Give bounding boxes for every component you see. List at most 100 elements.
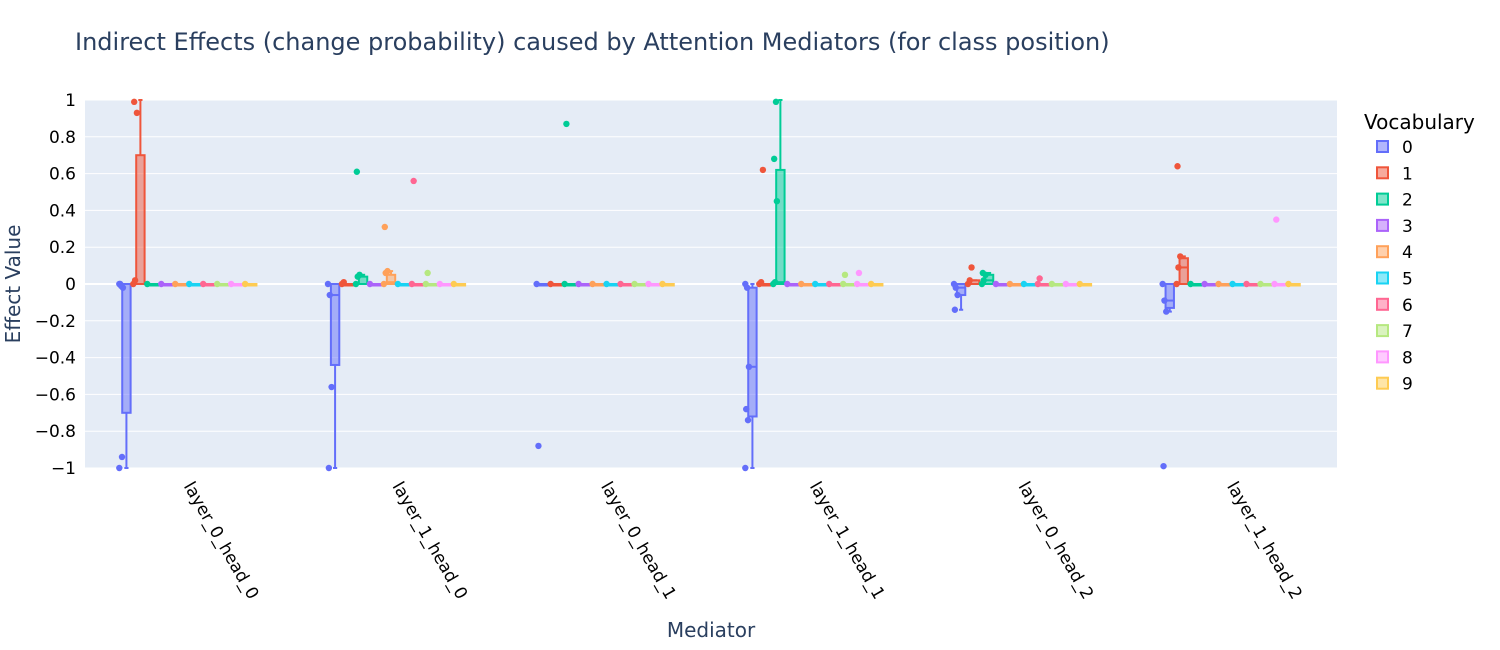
box-trace [853, 269, 870, 288]
data-point [1076, 280, 1084, 288]
box-trace [992, 280, 1009, 288]
legend-swatch [1376, 245, 1389, 259]
box-trace [1285, 280, 1301, 288]
data-point [744, 416, 752, 424]
data-point [1161, 297, 1168, 304]
data-point [1160, 462, 1167, 470]
data-point [561, 280, 568, 288]
gridlines [85, 99, 1337, 469]
box-trace [324, 280, 341, 472]
data-point [979, 269, 987, 277]
data-point [1177, 253, 1184, 260]
data-point [1006, 280, 1014, 288]
data-point [563, 120, 570, 128]
data-point [773, 198, 781, 205]
data-point [1163, 308, 1170, 315]
legend-label: 8 [1402, 348, 1413, 368]
data-point [1062, 280, 1070, 288]
y-tick-label: 0.4 [49, 201, 76, 221]
data-point [172, 280, 179, 288]
data-point [743, 284, 751, 291]
data-point [1273, 216, 1280, 223]
box-trace [964, 264, 981, 288]
data-point [380, 280, 388, 288]
data-point [356, 271, 363, 278]
data-point [966, 277, 973, 284]
y-axis-title: Effect Value [1, 225, 25, 344]
legend-swatch [1376, 192, 1389, 206]
box-trace [1076, 280, 1093, 288]
x-tick-label: layer_0_head_2 [1014, 479, 1097, 604]
data-point [992, 280, 1000, 288]
y-tick-label: −0.8 [35, 422, 76, 442]
box [747, 286, 758, 418]
legend-title: Vocabulary [1364, 110, 1475, 134]
data-point [133, 109, 141, 117]
data-point [353, 168, 361, 175]
box-trace [742, 280, 758, 472]
data-point [1048, 280, 1056, 288]
data-point [1159, 280, 1166, 288]
box-trace [1159, 280, 1175, 470]
data-point [952, 284, 959, 291]
data-point [659, 280, 666, 288]
data-point [825, 280, 833, 288]
box-trace [380, 223, 397, 288]
x-axis-ticks: layer_0_head_0 layer_1_head_0 layer_0_head… [179, 479, 1306, 604]
data-point [1201, 280, 1208, 288]
y-tick-label: 1 [65, 91, 76, 111]
box-trace [1020, 280, 1037, 288]
y-tick-label: 0.2 [49, 238, 76, 258]
legend-swatch [1376, 297, 1389, 311]
data-point [199, 280, 207, 288]
y-tick-label: −0.2 [35, 312, 76, 332]
x-tick-label: layer_1_head_0 [388, 479, 471, 604]
legend-label: 5 [1402, 270, 1413, 290]
data-point [118, 453, 126, 461]
data-point [436, 280, 444, 288]
box [135, 154, 146, 285]
data-point [130, 98, 138, 106]
data-point [798, 280, 805, 288]
legend-label: 7 [1402, 322, 1413, 342]
data-point [116, 464, 123, 472]
box-trace [784, 280, 800, 288]
data-point [812, 280, 819, 288]
y-tick-label: 0 [65, 275, 76, 295]
box-trace [603, 280, 619, 288]
data-point [1175, 264, 1182, 271]
box-trace [408, 177, 425, 288]
x-tick-label: layer_1_head_1 [805, 479, 888, 604]
x-tick-label: layer_0_head_1 [596, 479, 679, 604]
box-traces [116, 98, 1301, 472]
data-point [326, 291, 333, 299]
data-point [1229, 280, 1236, 288]
y-tick-label: −0.4 [35, 349, 76, 369]
data-point [745, 363, 753, 370]
data-point [772, 98, 780, 106]
box [329, 283, 341, 366]
data-point [951, 306, 959, 313]
data-point [645, 280, 652, 288]
data-point [1173, 280, 1180, 288]
box-trace [1006, 280, 1023, 288]
data-point [394, 280, 402, 288]
box-trace [227, 280, 244, 288]
data-point [533, 280, 540, 288]
data-point [784, 280, 791, 288]
box-trace [213, 280, 230, 288]
data-point [1174, 163, 1181, 170]
data-point [1285, 280, 1292, 288]
data-point [631, 280, 638, 288]
data-point [340, 278, 347, 286]
y-axis-ticks: 1 0.8 0.6 0.4 0.2 0 −0.2 −0.4 −0.6 −0.8 −1 [35, 91, 76, 479]
x-axis-title: Mediator [667, 618, 756, 642]
box-trace [130, 98, 146, 288]
data-point [384, 267, 391, 275]
data-point [381, 223, 388, 231]
box-trace [116, 280, 132, 472]
box-trace [756, 166, 772, 288]
data-point [589, 280, 596, 288]
legend-swatch [1376, 350, 1389, 364]
data-point [227, 280, 235, 288]
